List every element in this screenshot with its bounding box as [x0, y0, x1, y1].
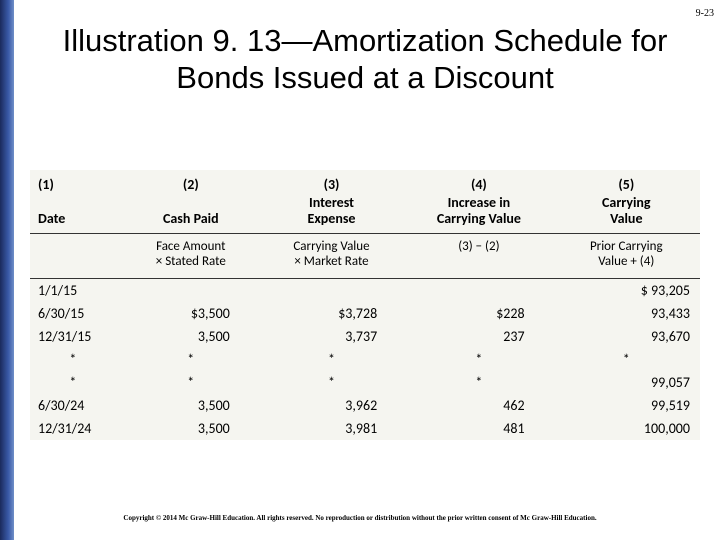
- col5-label: CarryingValue: [553, 195, 700, 234]
- cell-date: 6/30/15: [30, 302, 124, 325]
- cell-date: 12/31/15: [30, 325, 124, 348]
- table-row: 6/30/15$3,500$3,728$22893,433: [30, 302, 700, 325]
- cell-value: 481: [405, 417, 552, 440]
- table-body: 1/1/15$ 93,2056/30/15$3,500$3,728$22893,…: [30, 279, 700, 441]
- cell-value: $228: [405, 302, 552, 325]
- header-labels-row: Date Cash Paid InterestExpense Increase …: [30, 195, 700, 234]
- cell-value: 3,737: [258, 325, 405, 348]
- left-accent-bar: [0, 0, 14, 540]
- table-row: 6/30/243,5003,96246299,519: [30, 394, 700, 417]
- copyright-text: Copyright © 2014 Mc Graw-Hill Education.…: [0, 514, 720, 522]
- table-row: 12/31/153,5003,73723793,670: [30, 325, 700, 348]
- cell-date: *: [30, 371, 124, 394]
- cell-value: 3,500: [124, 417, 258, 440]
- col5-num: (5): [553, 170, 700, 195]
- cell-carrying-value: *: [553, 348, 700, 371]
- col2-formula: Face Amount× Stated Rate: [124, 234, 258, 279]
- col1-formula: [30, 234, 124, 279]
- cell-value: *: [405, 371, 552, 394]
- col4-label: Increase inCarrying Value: [405, 195, 552, 234]
- cell-value: *: [124, 348, 258, 371]
- col2-num: (2): [124, 170, 258, 195]
- cell-value: 462: [405, 394, 552, 417]
- amortization-table-container: (1) (2) (3) (4) (5) Date Cash Paid Inter…: [30, 170, 700, 440]
- cell-date: *: [30, 348, 124, 371]
- cell-carrying-value: $ 93,205: [553, 279, 700, 303]
- cell-carrying-value: 93,433: [553, 302, 700, 325]
- cell-date: 12/31/24: [30, 417, 124, 440]
- amortization-table: (1) (2) (3) (4) (5) Date Cash Paid Inter…: [30, 170, 700, 440]
- col2-label: Cash Paid: [124, 195, 258, 234]
- table-row: 1/1/15 $ 93,205: [30, 279, 700, 303]
- table-row: 12/31/243,5003,981481100,000: [30, 417, 700, 440]
- cell-value: 3,962: [258, 394, 405, 417]
- cell-date: 1/1/15: [30, 279, 124, 303]
- cell-carrying-value: 93,670: [553, 325, 700, 348]
- cell-carrying-value: 100,000: [553, 417, 700, 440]
- slide-title: Illustration 9. 13—Amortization Schedule…: [30, 22, 700, 96]
- col5-formula: Prior CarryingValue + (4): [553, 234, 700, 279]
- col1-label: Date: [30, 195, 124, 234]
- cell-value: *: [258, 348, 405, 371]
- cell-carrying-value: 99,057: [553, 371, 700, 394]
- cell-value: 237: [405, 325, 552, 348]
- col3-num: (3): [258, 170, 405, 195]
- cell-carrying-value: 99,519: [553, 394, 700, 417]
- cell-value: 3,500: [124, 394, 258, 417]
- cell-value: 3,500: [124, 325, 258, 348]
- cell-value: *: [258, 371, 405, 394]
- cell-value: $3,500: [124, 302, 258, 325]
- col1-num: (1): [30, 170, 124, 195]
- cell-date: 6/30/24: [30, 394, 124, 417]
- header-formulas-row: Face Amount× Stated Rate Carrying Value×…: [30, 234, 700, 279]
- cell-value: [258, 279, 405, 303]
- col4-num: (4): [405, 170, 552, 195]
- cell-value: [405, 279, 552, 303]
- table-row: *****: [30, 348, 700, 371]
- cell-value: [124, 279, 258, 303]
- page-number: 9-23: [696, 8, 714, 19]
- cell-value: $3,728: [258, 302, 405, 325]
- cell-value: *: [405, 348, 552, 371]
- cell-value: 3,981: [258, 417, 405, 440]
- header-numbers-row: (1) (2) (3) (4) (5): [30, 170, 700, 195]
- col4-formula: (3) − (2): [405, 234, 552, 279]
- col3-label: InterestExpense: [258, 195, 405, 234]
- col3-formula: Carrying Value× Market Rate: [258, 234, 405, 279]
- table-row: ****99,057: [30, 371, 700, 394]
- cell-value: *: [124, 371, 258, 394]
